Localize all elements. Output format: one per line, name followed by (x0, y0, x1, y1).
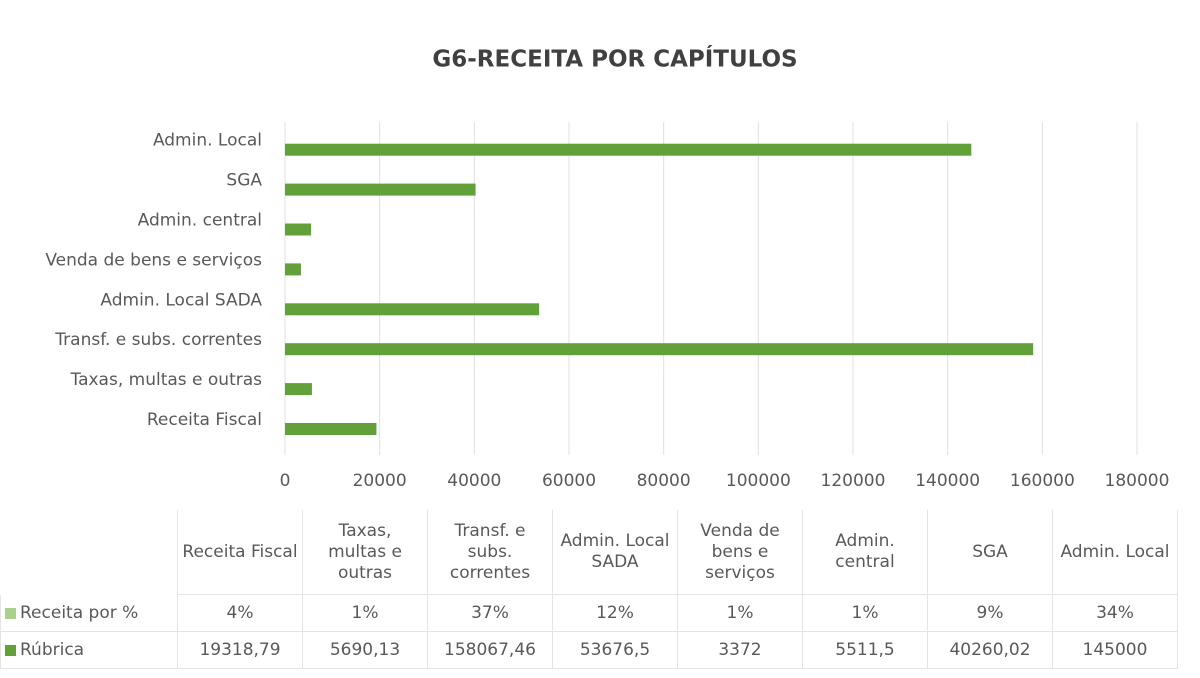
bar (285, 263, 301, 276)
y-tick-label: Admin. Local SADA (100, 290, 262, 310)
x-tick-label: 60000 (542, 471, 596, 491)
y-tick-label: Taxas, multas e outras (70, 370, 263, 390)
x-tick-label: 100000 (726, 471, 791, 491)
legend-label: Rúbrica (20, 639, 85, 660)
table-value: 5511,5 (803, 632, 928, 669)
table-header: Admin. central (803, 510, 928, 595)
x-tick-label: 0 (280, 471, 291, 491)
table-value: 5690,13 (303, 632, 428, 669)
table-value: 37% (428, 595, 553, 632)
x-tick-label: 20000 (353, 471, 407, 491)
bar (285, 383, 312, 396)
data-table: Receita Fiscal Taxas, multas e outras Tran… (0, 510, 1178, 669)
x-tick-label: 80000 (637, 471, 691, 491)
x-tick-label: 120000 (821, 471, 886, 491)
legend-entry: Rúbrica (0, 632, 178, 669)
y-tick-label: Venda de bens e serviços (45, 250, 262, 270)
y-tick-label: SGA (226, 171, 262, 191)
table-header: Taxas, multas e outras (303, 510, 428, 595)
table-value: 12% (553, 595, 678, 632)
table-value: 158067,46 (428, 632, 553, 669)
bar (285, 223, 312, 236)
bar (285, 183, 476, 196)
bar (285, 423, 377, 435)
chart: G6-RECEITA POR CAPÍTULOS 0 20000 40000 6000… (45, 45, 1170, 492)
x-tick-label: 40000 (447, 471, 501, 491)
y-tick-label: Receita Fiscal (147, 410, 262, 430)
table-value: 53676,5 (553, 632, 678, 669)
table-header: Venda de bens e serviços (678, 510, 803, 595)
table-corner (0, 510, 178, 595)
table-value: 3372 (678, 632, 803, 669)
table-header: Receita Fiscal (178, 510, 303, 595)
x-tick-label: 180000 (1105, 471, 1170, 491)
table-value: 4% (178, 595, 303, 632)
chart-title: G6-RECEITA POR CAPÍTULOS (432, 45, 797, 73)
table-value: 1% (678, 595, 803, 632)
table-header: Admin. Local (1053, 510, 1178, 595)
y-tick-label: Transf. e subs. correntes (54, 330, 262, 350)
y-tick-label: Admin. central (138, 211, 262, 231)
table-value: 145000 (1053, 632, 1178, 669)
legend-entry: Receita por % (0, 595, 178, 632)
table-value: 1% (803, 595, 928, 632)
table-value: 1% (303, 595, 428, 632)
table-header: Transf. e subs. correntes (428, 510, 553, 595)
bar (285, 143, 972, 156)
table-header: SGA (928, 510, 1053, 595)
bar (285, 303, 540, 316)
x-tick-label: 160000 (1010, 471, 1075, 491)
x-tick-label: 140000 (915, 471, 980, 491)
y-tick-label: Admin. Local (153, 131, 262, 151)
bar (285, 343, 1034, 356)
table-value: 34% (1053, 595, 1178, 632)
table-value: 40260,02 (928, 632, 1053, 669)
table-header: Admin. Local SADA (553, 510, 678, 595)
table-value: 9% (928, 595, 1053, 632)
legend-label: Receita por % (20, 602, 139, 623)
legend-swatch (5, 644, 16, 656)
legend-swatch (5, 607, 16, 619)
table-value: 19318,79 (178, 632, 303, 669)
